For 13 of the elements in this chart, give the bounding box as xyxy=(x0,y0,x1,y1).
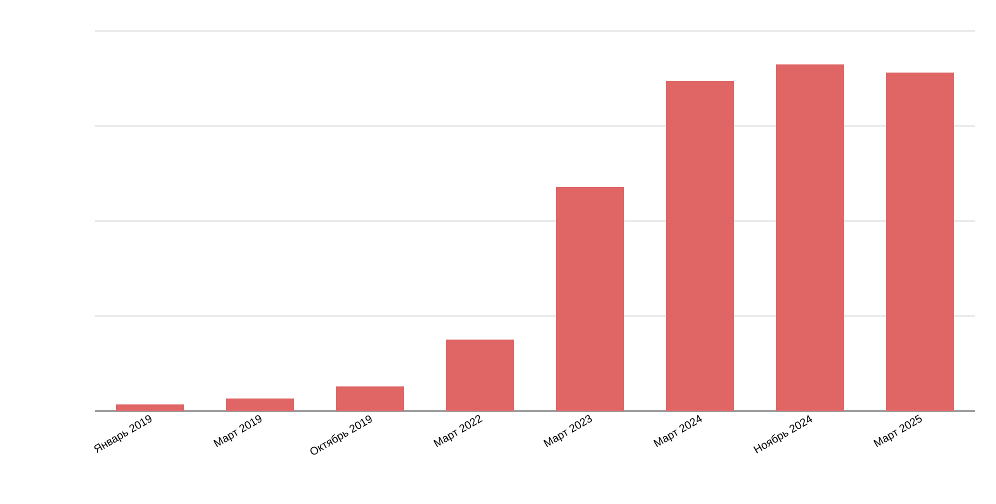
bar xyxy=(776,64,844,411)
bar xyxy=(336,386,404,411)
bar xyxy=(556,187,624,411)
bar xyxy=(666,80,734,411)
x-tick-label: Март 2022 xyxy=(433,415,483,448)
bar xyxy=(446,340,514,411)
x-tick-label: Март 2024 xyxy=(653,414,702,448)
x-tick-label: Март 2019 xyxy=(213,415,262,448)
x-tick-label: Март 2023 xyxy=(543,415,592,448)
x-tick-label: Март 2025 xyxy=(873,414,922,448)
bar xyxy=(226,398,294,411)
bar xyxy=(886,72,954,411)
bar xyxy=(116,404,184,411)
